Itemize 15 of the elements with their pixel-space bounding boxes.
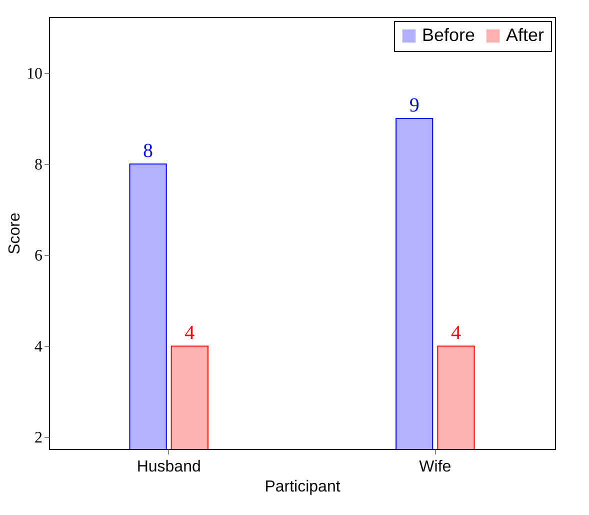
y-axis-title: Score: [6, 212, 24, 254]
data-label: 8: [143, 140, 154, 162]
data-label: 4: [450, 322, 461, 344]
legend-label: Before: [422, 25, 476, 45]
y-tick-label: 8: [34, 156, 42, 174]
x-tick-label: Husband: [136, 458, 201, 476]
x-axis-title: Participant: [264, 478, 341, 496]
y-tick-label: 10: [26, 65, 42, 82]
legend-label: After: [506, 25, 544, 45]
data-label: 9: [409, 94, 420, 117]
x-tick-label: Wife: [419, 458, 452, 476]
y-tick-label: 4: [34, 338, 42, 356]
data-label: 4: [184, 322, 195, 344]
y-tick-label: 2: [34, 430, 42, 447]
y-tick-label: 6: [34, 248, 42, 265]
